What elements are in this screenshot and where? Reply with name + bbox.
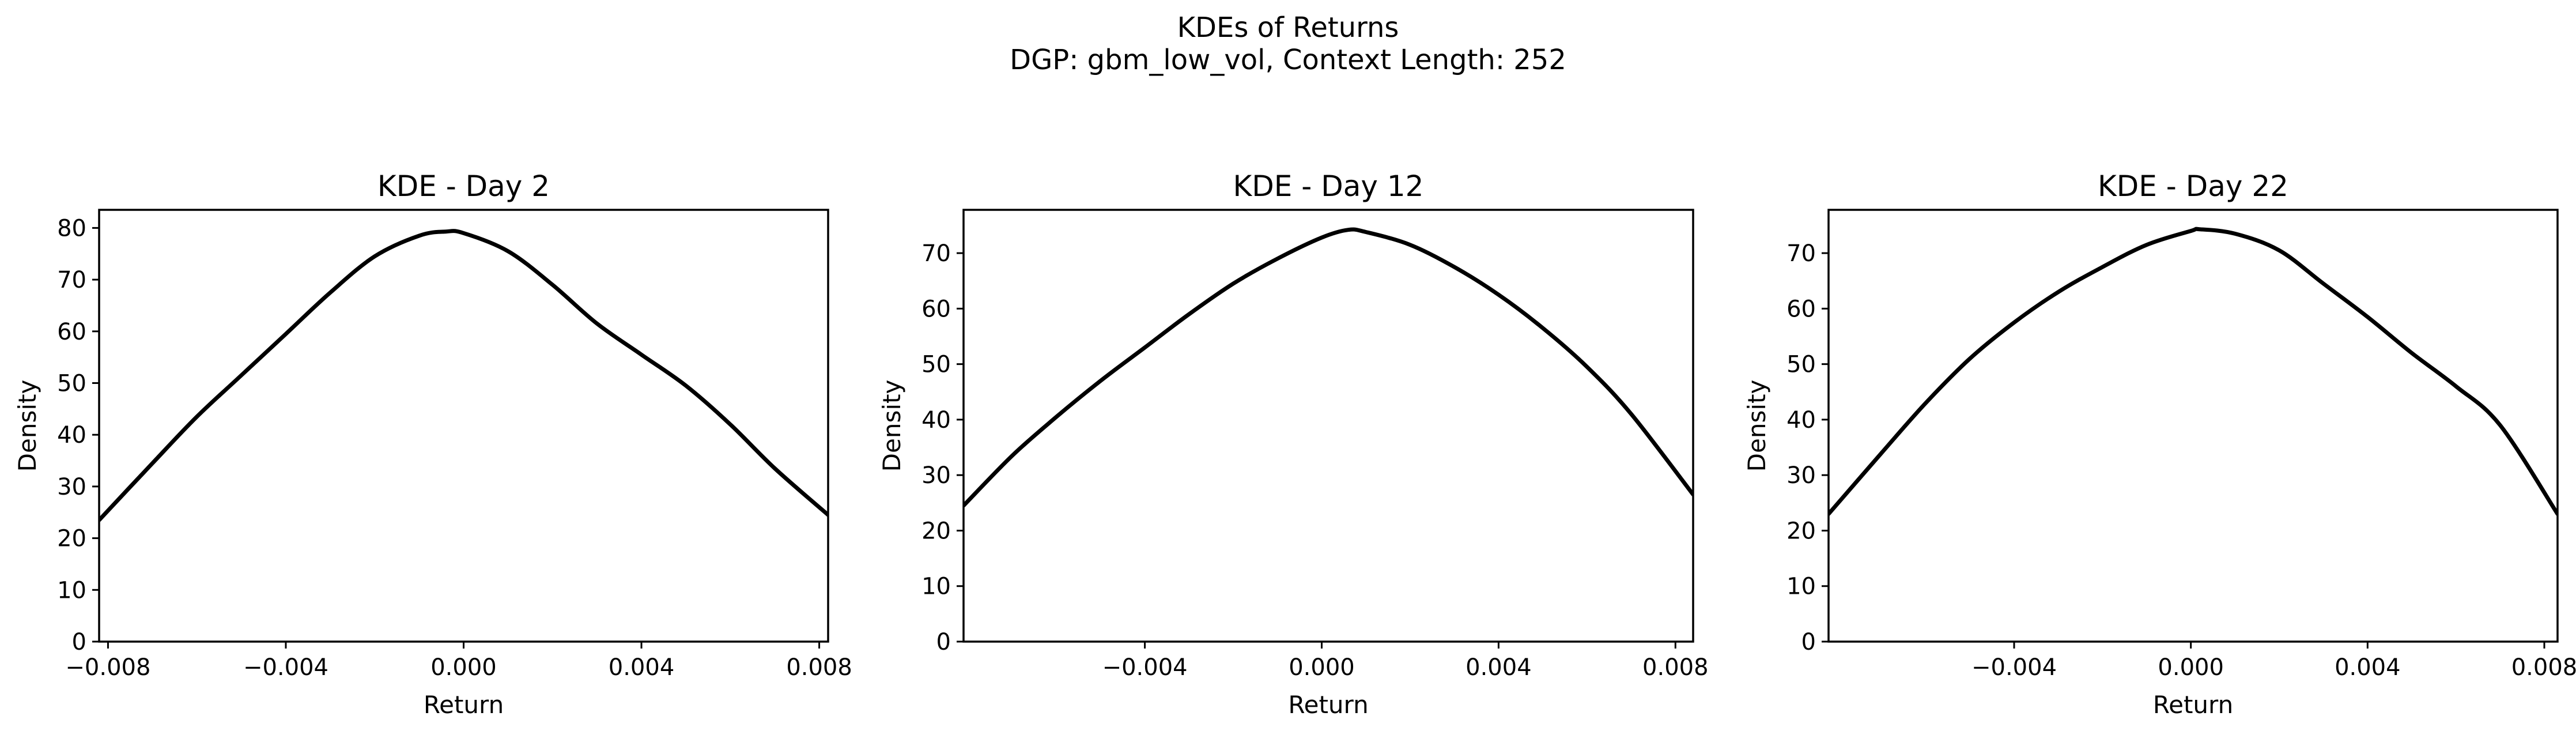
y-tick-label: 50: [921, 352, 951, 378]
y-axis-label: Density: [878, 380, 906, 472]
figure-title-line1: KDEs of Returns: [1177, 12, 1399, 44]
x-tick-label: −0.004: [1102, 654, 1188, 681]
x-axis-label: Return: [1288, 691, 1368, 719]
y-tick-label: 20: [921, 518, 951, 544]
y-tick-label: 10: [57, 577, 86, 604]
y-axis-label: Density: [13, 380, 41, 472]
axes-frame: [1827, 209, 2559, 643]
kde-curve: [964, 227, 1693, 508]
y-tick-label: 0: [1801, 629, 1816, 655]
kde-curve: [1829, 227, 2558, 517]
x-tick-label: 0.004: [2335, 654, 2401, 681]
panel-title: KDE - Day 2: [377, 169, 550, 203]
x-tick-label: 0.004: [609, 654, 675, 681]
y-axis-label: Density: [1743, 380, 1771, 472]
kde-curve: [99, 229, 828, 522]
y-tick-label: 40: [921, 407, 951, 434]
figure-title-line2: DGP: gbm_low_vol, Context Length: 252: [1010, 44, 1566, 76]
y-tick-label: 20: [1786, 518, 1816, 544]
x-tick-label: −0.008: [65, 654, 150, 681]
x-tick-label: 0.008: [786, 654, 852, 681]
y-tick-label: 50: [57, 370, 86, 397]
y-tick-label: 60: [921, 296, 951, 322]
y-tick-label: 30: [1786, 462, 1816, 489]
kde-panel-day-12: KDE - Day 12 −0.004 0.000 0.004 0.008 0 10 20 30…: [878, 169, 1709, 719]
x-axis-label: Return: [424, 691, 504, 719]
x-tick-label: 0.008: [2511, 654, 2576, 681]
x-tick-label: 0.004: [1465, 654, 1532, 681]
kde-panel-day-22: KDE - Day 22 −0.004 0.000 0.004 0.008 0 10 20 30…: [1743, 169, 2576, 719]
y-tick-label: 30: [57, 474, 86, 500]
x-tick-label: 0.000: [430, 654, 497, 681]
y-tick-label: 0: [936, 629, 951, 655]
x-tick-label: −0.004: [1971, 654, 2057, 681]
y-tick-label: 0: [72, 629, 86, 655]
axes-frame: [98, 209, 829, 643]
y-tick-label: 20: [57, 526, 86, 552]
panel-title: KDE - Day 12: [1233, 169, 1424, 203]
y-tick-label: 40: [1786, 407, 1816, 434]
y-tick-label: 30: [921, 462, 951, 489]
kde-panel-day-2: KDE - Day 2 −0.008 −0.004 0.000 0.004 0.008 0 1…: [13, 169, 852, 719]
y-tick-label: 50: [1786, 352, 1816, 378]
x-tick-label: 0.008: [1642, 654, 1709, 681]
y-tick-label: 40: [57, 422, 86, 448]
y-tick-label: 10: [1786, 574, 1816, 600]
y-tick-label: 70: [1786, 240, 1816, 267]
y-tick-label: 70: [57, 267, 86, 293]
x-axis-label: Return: [2153, 691, 2233, 719]
x-tick-label: −0.004: [243, 654, 328, 681]
panel-title: KDE - Day 22: [2098, 169, 2288, 203]
axes-frame: [962, 209, 1694, 643]
y-tick-label: 10: [921, 574, 951, 600]
y-tick-label: 80: [57, 215, 86, 242]
y-tick-label: 60: [57, 319, 86, 345]
x-tick-label: 0.000: [2158, 654, 2224, 681]
y-tick-label: 60: [1786, 296, 1816, 322]
y-tick-label: 70: [921, 240, 951, 267]
x-tick-label: 0.000: [1289, 654, 1355, 681]
